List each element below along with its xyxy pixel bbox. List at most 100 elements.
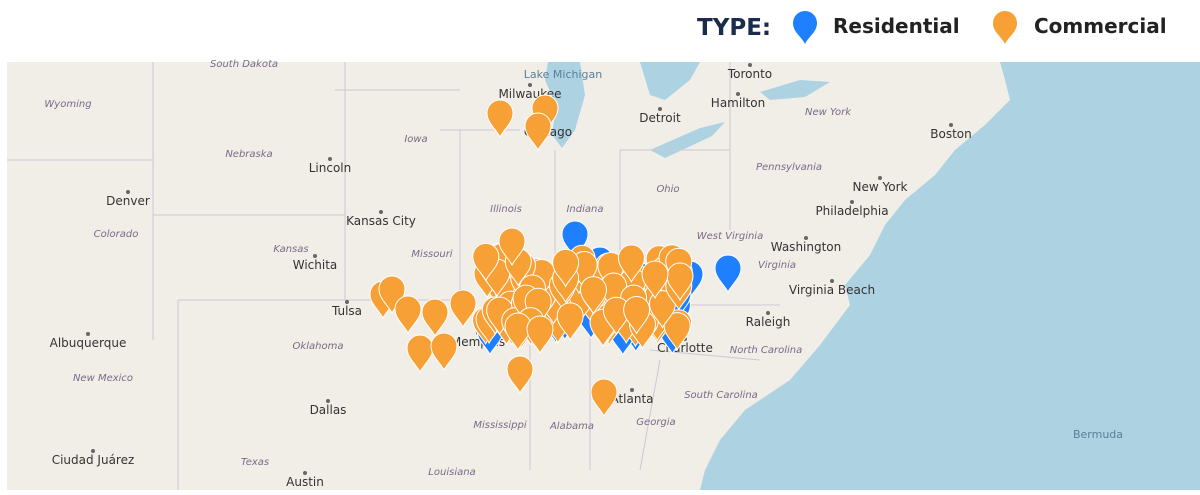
- region-label: Illinois: [490, 204, 522, 215]
- location-marker[interactable]: [421, 298, 449, 338]
- ocean: [700, 62, 1200, 490]
- location-marker[interactable]: [486, 99, 514, 139]
- city-dot: [91, 449, 95, 453]
- city-label: Albuquerque: [50, 336, 127, 350]
- location-marker[interactable]: [714, 254, 742, 294]
- city-dot: [830, 279, 834, 283]
- city-label: Washington: [771, 240, 842, 254]
- city-dot: [658, 107, 662, 111]
- city-dot: [313, 254, 317, 258]
- location-marker[interactable]: [602, 296, 630, 336]
- region-label: West Virginia: [697, 231, 763, 242]
- location-marker[interactable]: [498, 227, 526, 267]
- water-label: Lake Michigan: [524, 68, 602, 81]
- city-dot: [766, 311, 770, 315]
- city-dot: [736, 92, 740, 96]
- city-dot: [326, 399, 330, 403]
- legend-marker: [993, 11, 1017, 44]
- region-label: South Dakota: [210, 59, 278, 70]
- location-marker[interactable]: [524, 112, 552, 152]
- location-marker[interactable]: [648, 290, 676, 329]
- lake: [640, 62, 700, 100]
- location-marker[interactable]: [526, 315, 554, 355]
- location-marker[interactable]: [506, 355, 534, 395]
- city-label: Hamilton: [711, 96, 765, 110]
- legend-item[interactable]: Residential: [793, 11, 960, 44]
- lake: [760, 80, 830, 100]
- location-marker[interactable]: [556, 302, 584, 341]
- location-marker[interactable]: [552, 248, 580, 288]
- city-dot: [949, 123, 953, 127]
- city-label: Lincoln: [309, 161, 352, 175]
- city-dot: [748, 63, 752, 67]
- city-dot: [630, 388, 634, 392]
- city-dot: [328, 157, 332, 161]
- city-label: Virginia Beach: [789, 283, 875, 297]
- region-label: Kansas: [273, 244, 308, 255]
- region-label: Iowa: [404, 134, 427, 145]
- location-marker[interactable]: [666, 262, 694, 302]
- legend-title: TYPE:: [697, 15, 771, 41]
- location-marker[interactable]: [561, 220, 589, 260]
- city-label: Raleigh: [746, 315, 791, 329]
- location-marker[interactable]: [623, 295, 651, 335]
- region-label: Georgia: [636, 417, 675, 428]
- city-dot: [126, 190, 130, 194]
- city-dot: [528, 83, 532, 87]
- region-label: Alabama: [549, 421, 594, 432]
- location-marker[interactable]: [472, 242, 500, 282]
- region-label: New Mexico: [73, 373, 133, 384]
- legend-item[interactable]: Commercial: [993, 11, 1167, 44]
- location-marker[interactable]: [406, 334, 434, 374]
- city-label: Kansas City: [346, 214, 416, 228]
- city-dot: [850, 200, 854, 204]
- region-label: Oklahoma: [293, 341, 344, 352]
- region-label: Indiana: [566, 204, 603, 215]
- location-marker[interactable]: [617, 244, 645, 283]
- location-marker[interactable]: [579, 276, 607, 315]
- region-label: Nebraska: [225, 149, 272, 160]
- city-label: Toronto: [727, 67, 772, 81]
- location-marker[interactable]: [430, 332, 458, 372]
- markers: [369, 94, 742, 418]
- region-label: Virginia: [758, 260, 796, 271]
- basemap: [7, 62, 1200, 490]
- city-label: Atlanta: [610, 392, 653, 406]
- city-dot: [86, 332, 90, 336]
- city-label: New York: [853, 180, 908, 194]
- region-label: Mississippi: [473, 420, 526, 431]
- location-marker[interactable]: [394, 295, 422, 335]
- city-dot: [804, 236, 808, 240]
- region-label: Wyoming: [44, 99, 91, 110]
- region-label: Ohio: [656, 184, 679, 195]
- city-label: Detroit: [639, 111, 681, 125]
- city-label: Austin: [286, 475, 324, 489]
- location-marker[interactable]: [590, 378, 618, 418]
- region-label: Missouri: [411, 249, 452, 260]
- location-marker[interactable]: [449, 289, 477, 329]
- legend-label[interactable]: Commercial: [1034, 14, 1167, 38]
- region-label: Pennsylvania: [756, 162, 822, 173]
- location-marker[interactable]: [504, 312, 532, 352]
- region-label: Texas: [241, 457, 269, 468]
- city-dot: [345, 300, 349, 304]
- city-label: Ciudad Juárez: [52, 453, 135, 467]
- region-label: New York: [805, 107, 852, 118]
- city-dot: [878, 176, 882, 180]
- region-label: South Carolina: [684, 390, 758, 401]
- legend-marker: [793, 11, 817, 44]
- city-label: Dallas: [310, 403, 347, 417]
- lake: [545, 62, 585, 148]
- legend-label[interactable]: Residential: [833, 14, 960, 38]
- lake: [650, 122, 725, 158]
- water-label: Bermuda: [1073, 428, 1123, 441]
- region-label: Colorado: [94, 229, 139, 240]
- location-marker[interactable]: [641, 260, 669, 300]
- city-label: Denver: [106, 194, 150, 208]
- location-marker[interactable]: [663, 312, 691, 351]
- city-dot: [303, 471, 307, 475]
- region-label: North Carolina: [730, 345, 803, 356]
- region-label: Louisiana: [428, 467, 475, 478]
- city-label: Philadelphia: [815, 204, 888, 218]
